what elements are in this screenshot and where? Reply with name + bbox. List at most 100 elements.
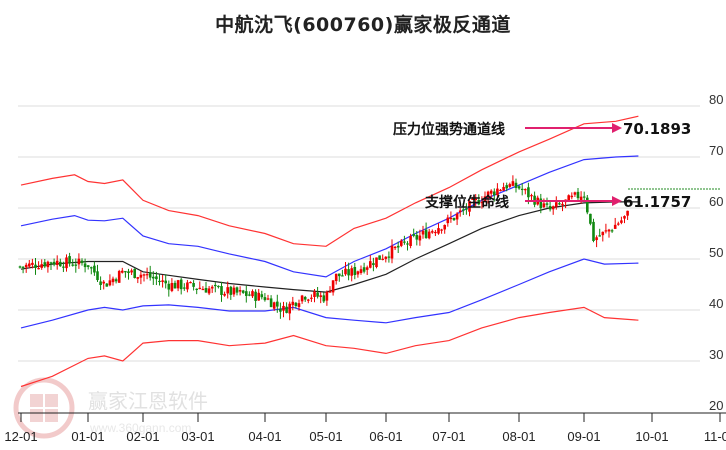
- candle-up: [607, 229, 611, 232]
- candle-up: [189, 281, 192, 284]
- candle-up: [567, 195, 570, 201]
- candle-down: [245, 291, 248, 296]
- candle-down: [362, 267, 366, 272]
- candle-up: [483, 196, 487, 202]
- candle-down: [493, 191, 496, 196]
- candle-down: [285, 306, 288, 313]
- candle-up: [511, 181, 515, 186]
- x-tick-label: 08-01: [502, 429, 535, 444]
- candle-up: [210, 286, 214, 289]
- resistance-label: 压力位强势通道线: [393, 121, 505, 138]
- candle-down: [86, 265, 90, 267]
- candle-up: [300, 295, 304, 302]
- candle-up: [604, 230, 608, 232]
- candle-up: [350, 268, 353, 276]
- candle-up: [108, 280, 112, 286]
- candle-up: [139, 274, 143, 278]
- candle-down: [576, 191, 580, 199]
- candle-up: [437, 228, 440, 234]
- candle-up: [418, 235, 422, 241]
- candle-down: [90, 267, 93, 269]
- candle-down: [517, 186, 521, 189]
- candle-down: [347, 269, 350, 276]
- x-tick-label: 04-01: [248, 429, 281, 444]
- x-tick-label: 03-01: [181, 429, 214, 444]
- candle-down: [83, 263, 87, 268]
- candle-down: [403, 241, 406, 243]
- candle-up: [65, 257, 68, 269]
- candle-up: [375, 257, 378, 268]
- candle-up: [530, 195, 533, 197]
- candle-up: [551, 206, 555, 210]
- candle-up: [186, 282, 189, 290]
- candle-down: [155, 276, 158, 280]
- candle-down: [276, 301, 279, 307]
- candle-up: [601, 231, 605, 236]
- candle-down: [341, 275, 344, 277]
- y-tick-label: 60: [709, 194, 723, 209]
- candle-down: [539, 198, 543, 209]
- candle-down: [133, 268, 136, 278]
- y-tick-label: 80: [709, 92, 723, 107]
- candle-up: [176, 280, 180, 289]
- candle-down: [424, 229, 428, 239]
- candle-up: [161, 280, 164, 282]
- candle-up: [136, 277, 140, 279]
- candle-up: [427, 231, 431, 239]
- candle-down: [582, 196, 586, 198]
- candle-up: [381, 258, 384, 261]
- candle-down: [18, 266, 22, 268]
- candle-down: [59, 261, 62, 267]
- support-annotation: 支撑位生命线 61.1757: [424, 193, 691, 211]
- candle-down: [248, 294, 251, 296]
- candle-up: [508, 184, 512, 187]
- candle-down: [263, 297, 267, 301]
- arrow-right-icon: [612, 196, 622, 206]
- candle-up: [310, 297, 313, 299]
- candle-up: [272, 302, 276, 309]
- candle-up: [570, 195, 574, 198]
- candle-down: [589, 213, 592, 224]
- candle-up: [319, 295, 322, 297]
- candle-up: [111, 278, 115, 283]
- candle-down: [62, 266, 65, 268]
- x-tick-label: 07-01: [432, 429, 465, 444]
- upper-inner-band: [20, 155, 639, 278]
- candle-up: [474, 198, 477, 200]
- candle-down: [322, 295, 326, 302]
- candle-up: [455, 213, 459, 220]
- candle-up: [400, 240, 403, 246]
- candle-down: [68, 256, 71, 264]
- candle-down: [477, 199, 481, 205]
- candle-down: [505, 185, 508, 189]
- candle-up: [207, 288, 211, 294]
- candle-up: [238, 290, 242, 292]
- x-tick-label: 09-01: [567, 429, 600, 444]
- candle-down: [217, 285, 220, 288]
- candle-up: [626, 210, 629, 216]
- candle-down: [396, 245, 400, 248]
- candle-up: [328, 291, 332, 293]
- candle-up: [201, 288, 205, 291]
- candle-down: [124, 271, 127, 273]
- candle-up: [573, 192, 577, 195]
- candle-down: [214, 284, 217, 287]
- support-value: 61.1757: [623, 193, 691, 211]
- candle-down: [558, 203, 561, 205]
- candle-down: [52, 261, 56, 265]
- candle-up: [468, 200, 471, 212]
- candle-up: [390, 245, 394, 259]
- candle-up: [251, 291, 254, 297]
- candle-up: [384, 256, 388, 259]
- candle-up: [458, 210, 462, 213]
- candle-down: [412, 234, 415, 236]
- candle-down: [43, 262, 47, 267]
- candle-up: [282, 305, 285, 311]
- candle-up: [344, 268, 347, 275]
- candle-up: [28, 263, 31, 267]
- candle-up: [46, 261, 50, 268]
- grid-lines: [18, 105, 700, 362]
- candle-up: [561, 203, 564, 206]
- candle-down: [195, 288, 198, 290]
- candle-up: [499, 189, 502, 192]
